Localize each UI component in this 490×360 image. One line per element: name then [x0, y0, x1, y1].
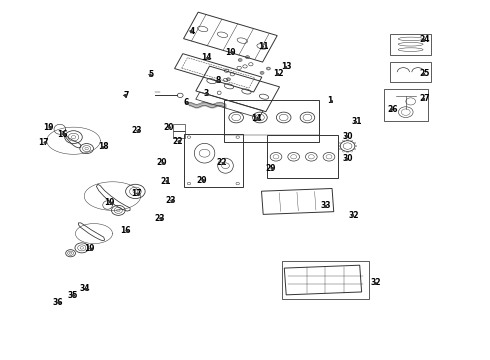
Text: 20: 20 [196, 176, 207, 185]
Text: 23: 23 [165, 196, 176, 205]
Text: 4: 4 [190, 27, 195, 36]
Text: 29: 29 [266, 164, 276, 173]
Text: 17: 17 [39, 138, 49, 147]
Text: 5: 5 [149, 70, 154, 79]
Text: 35: 35 [67, 291, 77, 300]
Text: 34: 34 [79, 284, 90, 293]
Text: 23: 23 [131, 126, 142, 135]
Text: 12: 12 [273, 69, 284, 78]
Text: 19: 19 [44, 123, 54, 132]
Text: 20: 20 [163, 123, 173, 132]
Text: 22: 22 [172, 137, 183, 146]
Text: 17: 17 [131, 189, 142, 198]
Text: 19: 19 [84, 244, 95, 253]
Text: 16: 16 [57, 130, 68, 139]
Text: 30: 30 [343, 154, 353, 163]
Text: 7: 7 [123, 91, 128, 100]
Text: 23: 23 [154, 214, 165, 223]
Text: 10: 10 [225, 48, 236, 57]
Text: 21: 21 [160, 176, 171, 185]
Text: 26: 26 [387, 105, 398, 114]
Text: 13: 13 [281, 62, 292, 71]
Text: 25: 25 [419, 69, 430, 78]
Text: 19: 19 [104, 198, 115, 207]
Text: 36: 36 [52, 298, 63, 307]
Text: 27: 27 [419, 94, 430, 103]
Text: 3: 3 [203, 89, 208, 98]
Text: 8: 8 [215, 76, 221, 85]
Text: 31: 31 [351, 117, 362, 126]
Text: 11: 11 [258, 41, 268, 50]
Text: 16: 16 [121, 226, 131, 235]
Text: 20: 20 [156, 158, 167, 167]
Text: 32: 32 [371, 278, 381, 287]
Text: 14: 14 [251, 114, 262, 123]
Text: 6: 6 [183, 98, 188, 107]
Text: 33: 33 [321, 201, 332, 210]
Text: 30: 30 [343, 131, 353, 140]
Text: 18: 18 [98, 142, 108, 151]
Text: 32: 32 [348, 211, 359, 220]
Text: 14: 14 [201, 53, 212, 62]
Text: 1: 1 [327, 96, 332, 105]
Text: 22: 22 [217, 158, 227, 167]
Text: 24: 24 [419, 35, 430, 44]
